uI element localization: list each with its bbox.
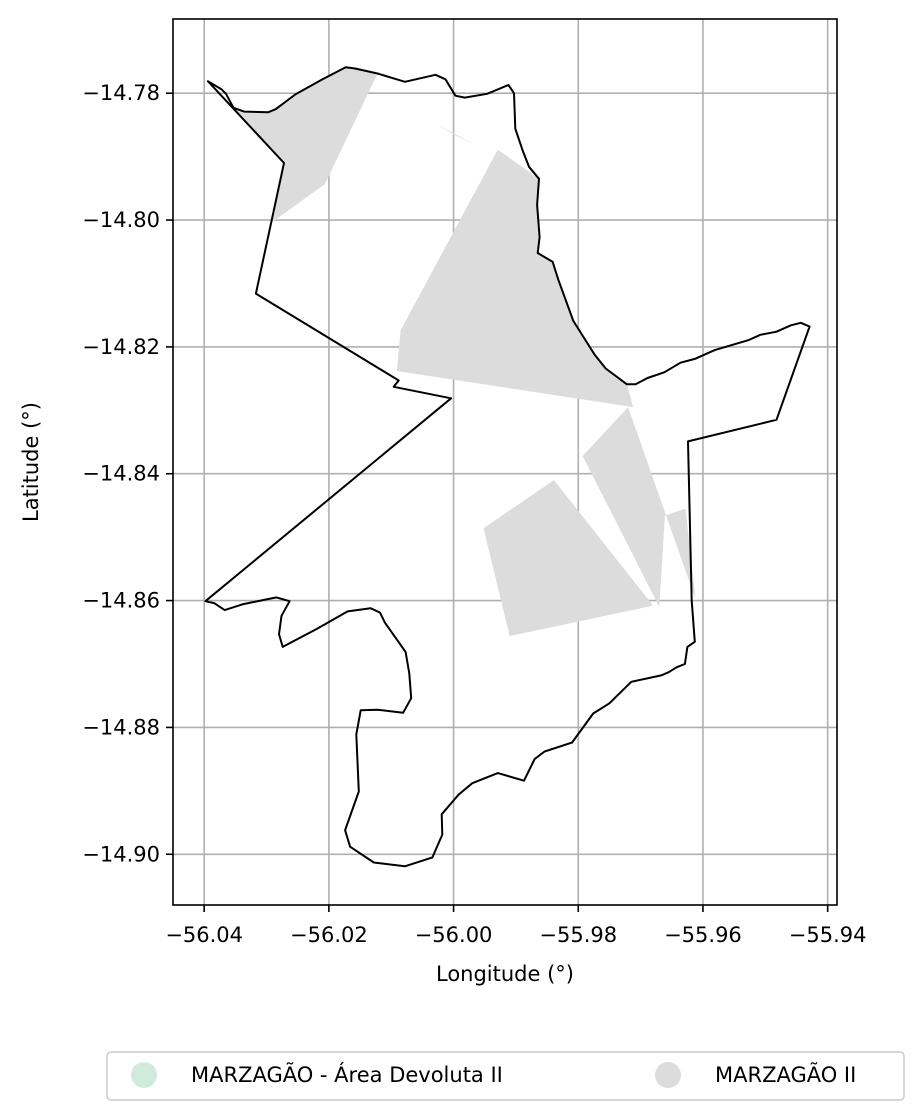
region-1-4 [483,480,654,637]
x-tick-label: −55.98 [539,923,617,947]
plot-frame [172,18,838,906]
legend-box [106,1051,905,1101]
legend: MARZAGÃO - Área Devoluta II MARZAGÃO II [106,1051,905,1101]
x-tick-label: −55.94 [789,923,867,947]
region-1-1 [396,149,634,408]
y-tick-label: −14.84 [82,462,160,486]
x-tick-label: −55.96 [664,923,742,947]
x-tick-label: −56.04 [165,923,243,947]
y-tick-label: −14.88 [82,715,160,739]
x-axis: −56.04 −56.02 −56.00 −55.98 −55.96 −55.94 [165,905,867,947]
y-tick-label: −14.86 [82,589,160,613]
regions-layer [207,67,696,637]
y-tick-label: −14.78 [82,81,160,105]
y-axis-label: Latitude (°) [19,402,43,522]
x-axis-label: Longitude (°) [436,962,574,986]
municipality-boundary [204,66,811,868]
x-tick-label: −56.02 [290,923,368,947]
y-tick-label: −14.90 [82,842,160,866]
legend-label-area-devoluta: MARZAGÃO - Área Devoluta II [191,1061,503,1087]
legend-label-marzagao-ii: MARZAGÃO II [715,1061,856,1087]
x-tick-label: −56.00 [415,923,493,947]
plot-area [172,18,838,906]
region-1-2 [437,124,476,146]
y-tick-label: −14.82 [82,335,160,359]
y-axis: −14.78 −14.80 −14.82 −14.84 −14.86 −14.88 −14.… [82,81,173,866]
region-1-3 [582,407,696,607]
legend-swatch-area-devoluta [131,1062,157,1088]
boundary-layer [204,66,811,868]
legend-swatch-marzagao-ii [655,1062,681,1088]
y-tick-label: −14.80 [82,208,160,232]
region-1-0 [207,67,378,223]
